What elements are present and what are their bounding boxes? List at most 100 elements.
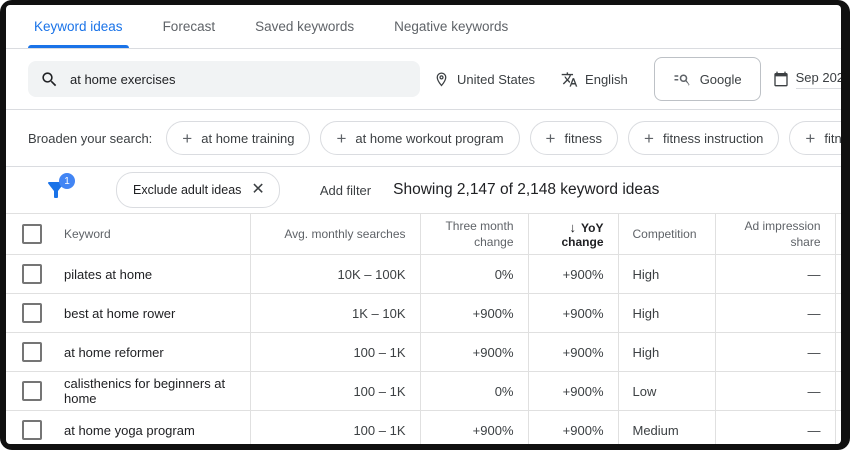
tab-forecast[interactable]: Forecast — [143, 5, 236, 48]
column-header-keyword[interactable]: Keyword — [64, 227, 111, 241]
language-value: English — [585, 71, 628, 87]
table-row[interactable]: at home yoga program 100 – 1K +900% +900… — [6, 410, 841, 444]
language-selector[interactable]: English — [561, 71, 628, 88]
chip-label: at home workout program — [355, 130, 504, 146]
broaden-search-row: Broaden your search: + at home training +… — [6, 110, 841, 167]
row-checkbox[interactable] — [22, 420, 42, 440]
cell-ad-impression-share: — — [714, 332, 835, 372]
tab-negative-keywords[interactable]: Negative keywords — [374, 5, 528, 48]
tab-label: Saved keywords — [255, 19, 355, 34]
cell-yoy-change: +900% — [527, 293, 618, 333]
tab-label: Forecast — [162, 19, 216, 34]
row-checkbox[interactable] — [22, 342, 42, 362]
cell-ad-impression-share: — — [714, 410, 835, 444]
table-row[interactable]: pilates at home 10K – 100K 0% +900% High… — [6, 254, 841, 294]
cell-yoy-change: +900% — [527, 332, 618, 372]
column-header-three-month-change[interactable]: Three month change — [419, 213, 528, 255]
column-header-avg-monthly-searches[interactable]: Avg. monthly searches — [249, 213, 420, 255]
table-row[interactable]: at home reformer 100 – 1K +900% +900% Hi… — [6, 332, 841, 372]
cell-competition: Medium — [617, 410, 715, 444]
keyword-ideas-table: Keyword Avg. monthly searches Three mont… — [6, 213, 841, 444]
filter-count-badge: 1 — [59, 173, 75, 189]
broaden-chip-fitness[interactable]: + fitness — [529, 121, 619, 155]
search-network-selector[interactable]: Google — [653, 57, 761, 101]
row-checkbox[interactable] — [22, 264, 42, 284]
search-icon — [40, 70, 59, 89]
location-value: United States — [457, 71, 536, 87]
chip-label: at home training — [201, 130, 295, 146]
date-range-selector[interactable]: Sep 2023 – Aug — [773, 70, 841, 89]
table-row[interactable]: best at home rower 1K – 10K +900% +900% … — [6, 293, 841, 333]
search-toolbar: at home exercises United States English … — [6, 49, 841, 110]
manage-search-icon — [673, 70, 691, 88]
broaden-chip-at-home-training[interactable]: + at home training — [166, 121, 311, 155]
column-header-label: YoY change — [561, 220, 604, 249]
filter-bar: 1 Exclude adult ideas ✕ Add filter Showi… — [6, 167, 841, 213]
plus-icon: + — [182, 128, 193, 148]
active-filter-chip[interactable]: Exclude adult ideas ✕ — [116, 172, 280, 208]
calendar-icon — [773, 71, 789, 87]
table-row[interactable]: calisthenics for beginners at home 100 –… — [6, 371, 841, 411]
cell-competition: High — [617, 293, 715, 333]
tab-bar: Keyword ideas Forecast Saved keywords Ne… — [6, 5, 841, 49]
cell-avg-monthly-searches: 100 – 1K — [249, 332, 420, 372]
search-input-value: at home exercises — [70, 71, 176, 87]
column-header-yoy-change[interactable]: ↓ YoY change — [527, 213, 618, 255]
cell-keyword: pilates at home — [64, 266, 153, 282]
chip-label: fitness — [564, 130, 603, 146]
add-filter-button[interactable]: Add filter — [319, 182, 372, 198]
cell-three-month-change: 0% — [419, 254, 528, 294]
cell-avg-monthly-searches: 10K – 100K — [249, 254, 420, 294]
keyword-search-input[interactable]: at home exercises — [28, 61, 420, 97]
broaden-chip-at-home-workout-program[interactable]: + at home workout program — [320, 121, 520, 155]
broaden-label: Broaden your search: — [28, 130, 153, 146]
date-range-value: Sep 2023 – Aug — [795, 70, 841, 89]
cell-yoy-change: +900% — [527, 410, 618, 444]
cell-keyword: at home reformer — [64, 344, 164, 360]
chip-label: fitness instruction — [662, 130, 764, 146]
plus-icon: + — [336, 128, 347, 148]
column-header-label: Three month change — [445, 218, 514, 249]
cell-ad-impression-share: — — [714, 293, 835, 333]
cell-three-month-change: 0% — [419, 371, 528, 411]
broaden-chip-fitness-instruction[interactable]: + fitness instruction — [628, 121, 780, 155]
cell-competition: Low — [617, 371, 715, 411]
column-header-competition[interactable]: Competition — [617, 213, 715, 255]
broaden-chip-fitness-classes[interactable]: + fitness classes — [789, 121, 841, 155]
cell-yoy-change: +900% — [527, 371, 618, 411]
cell-competition: High — [617, 254, 715, 294]
cell-competition: High — [617, 332, 715, 372]
column-header-label: Ad impression share — [744, 218, 821, 249]
toolbar-settings: United States English Google Sep 2023 – … — [433, 49, 841, 109]
cell-ad-impression-share: — — [714, 254, 835, 294]
tab-saved-keywords[interactable]: Saved keywords — [235, 5, 374, 48]
tab-keyword-ideas[interactable]: Keyword ideas — [14, 5, 143, 48]
cell-ad-impression-share: — — [714, 371, 835, 411]
filter-funnel-icon[interactable]: 1 — [44, 173, 75, 202]
cell-yoy-change: +900% — [527, 254, 618, 294]
filter-chip-label: Exclude adult ideas — [133, 183, 242, 197]
cell-avg-monthly-searches: 100 – 1K — [249, 410, 420, 444]
close-icon[interactable]: ✕ — [251, 181, 265, 198]
tab-label: Keyword ideas — [34, 19, 123, 34]
cell-three-month-change: +900% — [419, 293, 528, 333]
chip-label: fitness classes — [824, 130, 841, 146]
column-header-ad-impression-share[interactable]: Ad impression share — [714, 213, 835, 255]
table-header-row: Keyword Avg. monthly searches Three mont… — [6, 213, 841, 255]
row-checkbox[interactable] — [22, 381, 42, 401]
cell-three-month-change: +900% — [419, 410, 528, 444]
cell-three-month-change: +900% — [419, 332, 528, 372]
cell-keyword: best at home rower — [64, 305, 176, 321]
translate-icon — [561, 71, 578, 88]
network-value: Google — [699, 71, 742, 87]
location-selector[interactable]: United States — [433, 71, 535, 88]
results-summary: Showing 2,147 of 2,148 keyword ideas — [393, 181, 660, 198]
keyword-planner-panel: Keyword ideas Forecast Saved keywords Ne… — [6, 5, 841, 444]
row-checkbox[interactable] — [22, 303, 42, 323]
plus-icon: + — [545, 128, 556, 148]
location-pin-icon — [433, 71, 450, 88]
plus-icon: + — [644, 128, 654, 148]
cell-keyword: at home yoga program — [64, 422, 195, 438]
select-all-checkbox[interactable] — [22, 224, 42, 244]
